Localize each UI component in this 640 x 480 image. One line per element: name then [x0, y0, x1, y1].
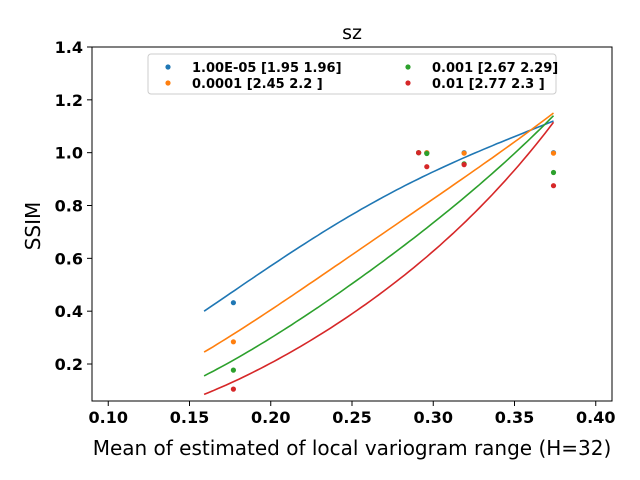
x-axis-label: Mean of estimated of local variogram ran…: [93, 436, 612, 460]
data-point: [230, 386, 236, 392]
y-tick-label: 0.8: [55, 197, 83, 216]
data-point: [550, 169, 557, 176]
legend-entry: 0.01 [2.77 2.3 ]: [432, 77, 545, 92]
fit-line: [203, 115, 555, 377]
x-tick-label: 0.35: [495, 408, 534, 427]
data-point: [230, 300, 236, 306]
y-tick-label: 0.6: [55, 249, 83, 268]
data-point: [230, 339, 236, 345]
legend-entry: 0.001 [2.67 2.29]: [432, 61, 558, 76]
x-tick-label: 0.20: [251, 408, 290, 427]
x-tick-label: 0.30: [414, 408, 453, 427]
x-tick-label: 0.40: [576, 408, 615, 427]
data-point: [461, 150, 467, 156]
legend-box: [147, 53, 557, 95]
data-point: [550, 183, 557, 189]
fit-line: [203, 112, 554, 353]
legend-marker: [405, 64, 411, 70]
y-tick-label: 0.2: [55, 355, 83, 374]
x-tick-label: 0.15: [170, 408, 209, 427]
legend-marker: [165, 64, 171, 70]
legend-entry: 0.0001 [2.45 2.2 ]: [192, 77, 323, 92]
x-tick-label: 0.10: [89, 408, 128, 427]
legend: 1.00E-05 [1.95 1.96]0.0001 [2.45 2.2 ] 0.…: [147, 53, 558, 95]
x-axis-ticks: 0.10 0.15 0.20 0.25 0.30 0.35 0.40: [89, 401, 615, 427]
data-point: [416, 150, 422, 156]
fit-line: [203, 121, 555, 396]
x-tick-label: 0.25: [332, 408, 371, 427]
y-tick-label: 1.0: [55, 144, 83, 163]
legend-marker: [165, 80, 171, 86]
fit-line: [203, 120, 554, 312]
legend-marker: [405, 80, 411, 86]
y-tick-label: 1.2: [55, 91, 83, 110]
data-point: [424, 150, 430, 157]
y-tick-label: 1.4: [55, 38, 83, 57]
data-point: [230, 367, 236, 373]
plot-area: [92, 47, 612, 401]
legend-entry: 1.00E-05 [1.95 1.96]: [192, 61, 342, 76]
data-point: [424, 164, 430, 170]
data-point: [461, 162, 467, 168]
y-tick-label: 0.4: [55, 302, 83, 321]
data-point: [550, 150, 557, 156]
fit-lines: [203, 112, 555, 396]
y-axis-label: SSIM: [21, 202, 45, 251]
chart-title: sz: [342, 22, 362, 44]
data-points: [230, 150, 557, 392]
y-axis-ticks: 0.2 0.4 0.6 0.8 1.0 1.2 1.4: [55, 38, 92, 374]
